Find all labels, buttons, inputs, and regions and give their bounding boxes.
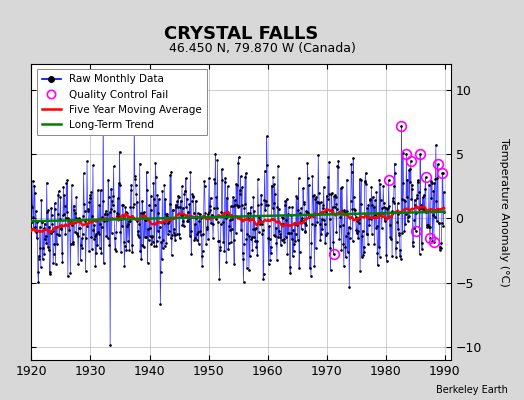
Title: CRYSTAL FALLS: CRYSTAL FALLS: [164, 25, 318, 43]
Text: Berkeley Earth: Berkeley Earth: [436, 385, 508, 395]
Y-axis label: Temperature Anomaly (°C): Temperature Anomaly (°C): [498, 138, 509, 286]
Legend: Raw Monthly Data, Quality Control Fail, Five Year Moving Average, Long-Term Tren: Raw Monthly Data, Quality Control Fail, …: [37, 69, 207, 135]
Text: 46.450 N, 79.870 W (Canada): 46.450 N, 79.870 W (Canada): [169, 42, 355, 55]
